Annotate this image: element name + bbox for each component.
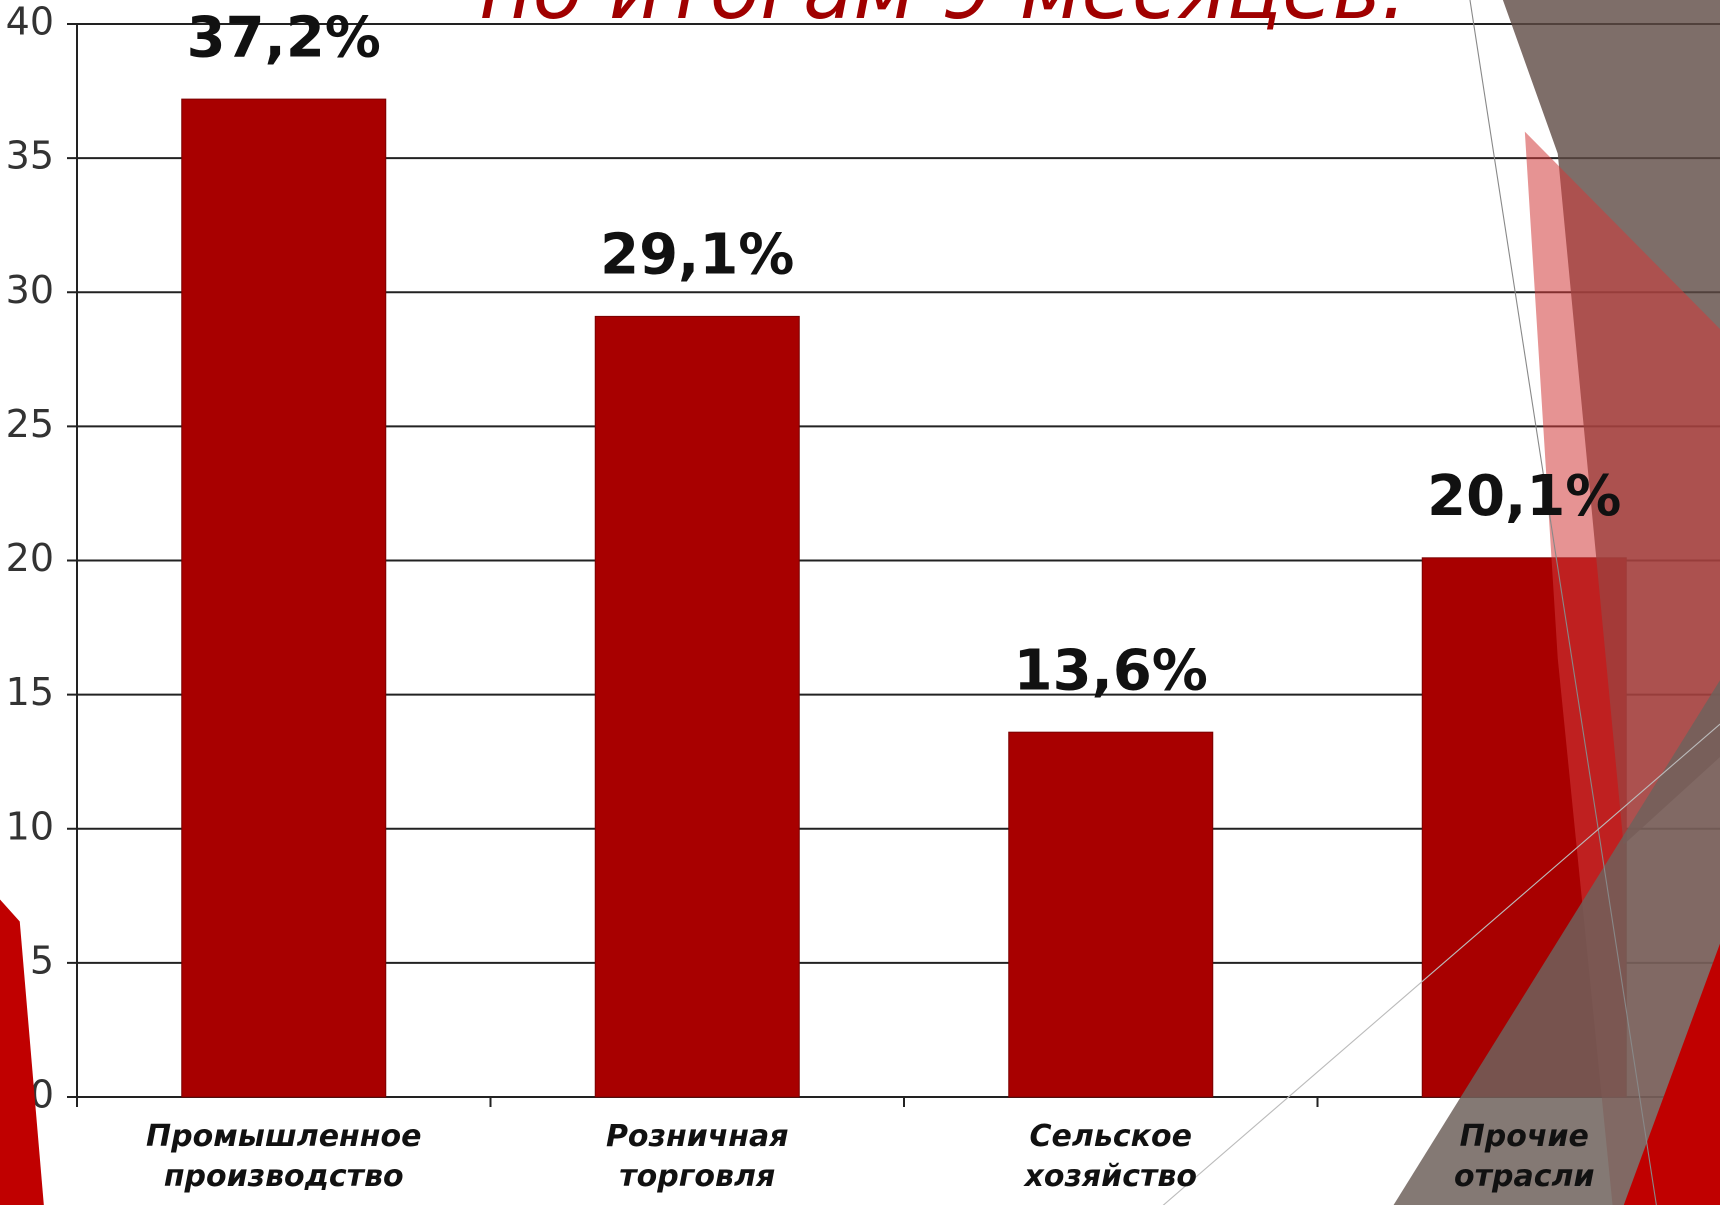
chart-title: по итогам 9 месяцев. xyxy=(479,0,1407,38)
y-tick-label: 35 xyxy=(6,134,54,178)
labels-layer: 37,2% 29,1% 13,6% 20,1% xyxy=(187,5,1622,703)
deco-red-left xyxy=(0,899,44,1205)
x-tick-label: Розничная торговля xyxy=(605,1119,789,1194)
value-label: 37,2% xyxy=(187,5,381,70)
x-tick-label: Промышленное производство xyxy=(146,1119,422,1194)
bar xyxy=(594,315,800,1098)
value-label: 20,1% xyxy=(1427,464,1621,529)
y-tick-label: 5 xyxy=(30,938,54,982)
value-label: 13,6% xyxy=(1014,638,1208,703)
deco-line xyxy=(1469,0,1657,1205)
y-tick-label: 10 xyxy=(6,804,54,848)
x-tick-label: Сельское хозяйство xyxy=(1024,1119,1197,1194)
y-tick-label: 15 xyxy=(6,670,54,714)
y-tick-label: 40 xyxy=(6,0,54,44)
bars-layer xyxy=(181,98,1627,1098)
y-tick-label: 25 xyxy=(6,402,54,446)
bar xyxy=(181,98,387,1098)
deco-line xyxy=(1162,723,1720,1205)
x-tick-label: Прочие отрасли xyxy=(1454,1119,1595,1194)
y-tick-label: 30 xyxy=(6,268,54,312)
bar xyxy=(1008,731,1214,1098)
value-label: 29,1% xyxy=(600,223,794,288)
y-tick-label: 20 xyxy=(6,536,54,580)
